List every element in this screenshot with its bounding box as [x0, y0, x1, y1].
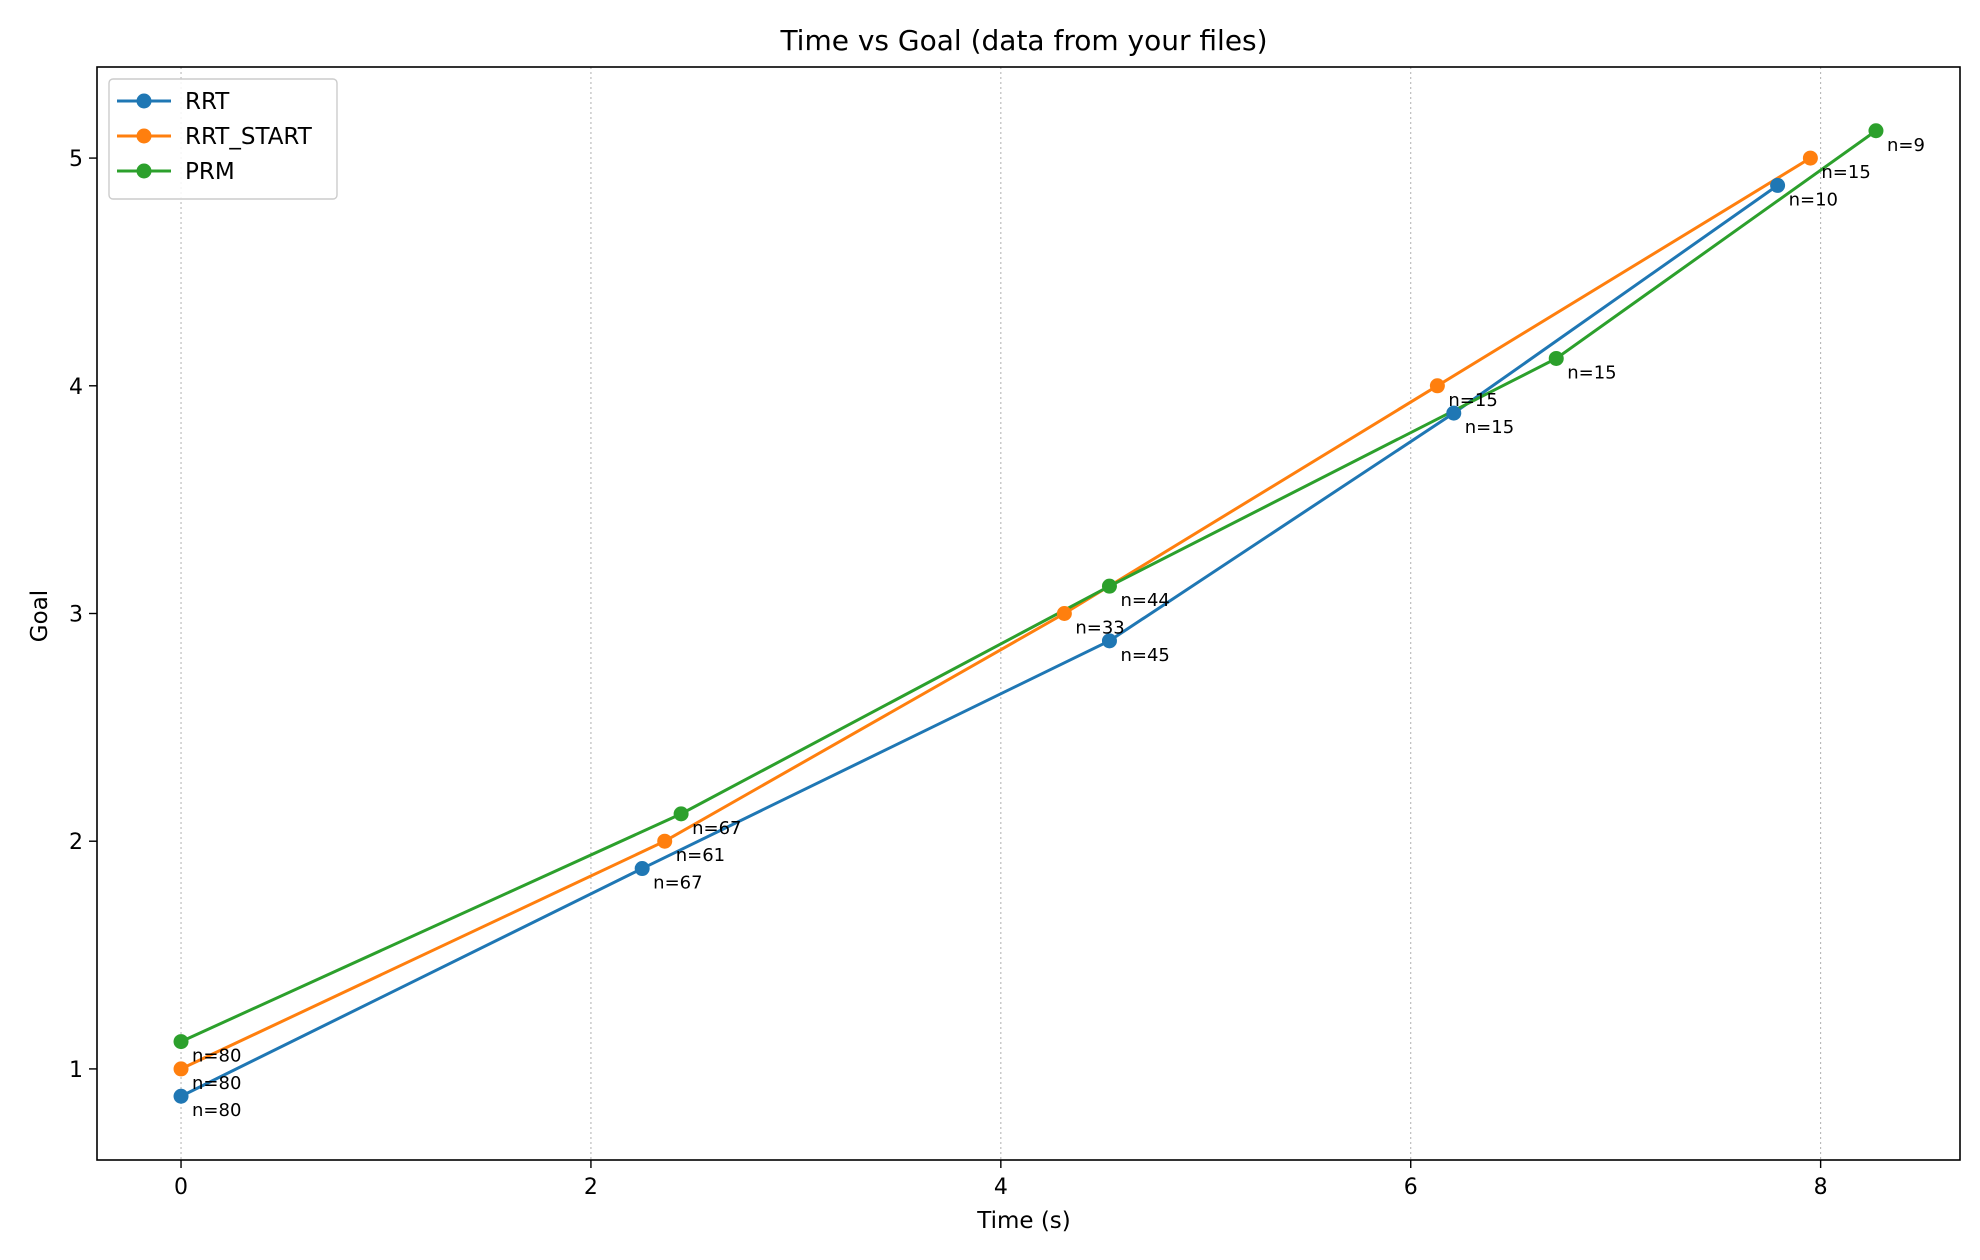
point-label-rrt-start: n=33 — [1075, 618, 1124, 639]
legend-box — [108, 78, 338, 200]
point-rrt — [1446, 405, 1462, 421]
legend-marker-rrt — [136, 93, 152, 109]
chart-title: Time vs Goal (data from your files) — [779, 24, 1267, 57]
point-label-prm: n=67 — [692, 818, 741, 839]
legend-marker-rrt-start — [136, 128, 152, 144]
legend: RRT RRT_START PRM — [108, 78, 338, 200]
point-rrt-start — [173, 1061, 189, 1077]
point-rrt — [173, 1088, 189, 1104]
point-rrt — [1101, 633, 1117, 649]
x-tick-label: 8 — [1814, 1175, 1828, 1200]
y-tick-label: 4 — [69, 375, 83, 400]
point-label-prm: n=44 — [1120, 590, 1169, 611]
point-label-rrt: n=45 — [1120, 645, 1169, 666]
y-tick-label: 5 — [69, 147, 83, 172]
axis-ticks: 0 2 4 6 8 1 2 3 4 5 — [69, 147, 1828, 1200]
y-axis-label: Goal — [27, 590, 53, 642]
point-rrt-start — [1802, 150, 1818, 166]
point-label-rrt-start: n=61 — [676, 845, 725, 866]
point-label-prm: n=15 — [1567, 362, 1616, 383]
point-prm — [1548, 350, 1564, 366]
point-label-rrt-start: n=80 — [192, 1073, 241, 1094]
legend-label-prm: PRM — [185, 159, 235, 185]
point-rrt-start — [1056, 606, 1072, 621]
point-label-rrt-start: n=15 — [1448, 390, 1497, 411]
point-label-rrt: n=67 — [653, 873, 702, 894]
x-tick-label: 4 — [994, 1175, 1008, 1200]
point-prm — [673, 806, 689, 822]
x-tick-label: 2 — [584, 1175, 598, 1200]
legend-label-rrt: RRT — [185, 89, 230, 115]
point-prm — [173, 1034, 189, 1050]
point-label-prm: n=80 — [192, 1046, 241, 1067]
point-label-rrt-start: n=15 — [1821, 162, 1870, 183]
point-rrt — [1770, 177, 1786, 193]
grid-lines — [180, 67, 1822, 1160]
x-tick-label: 6 — [1404, 1175, 1418, 1200]
series-markers — [173, 123, 1884, 1104]
point-prm — [1101, 578, 1117, 594]
point-rrt-start — [1429, 378, 1445, 394]
y-tick-label: 3 — [69, 603, 83, 628]
point-label-prm: n=9 — [1887, 135, 1925, 156]
point-annotations: n=80 n=67 n=45 n=15 n=10 n=80 n=61 n=33 n=15 n=15… — [192, 135, 1925, 1121]
point-rrt — [634, 861, 650, 877]
point-label-rrt: n=80 — [192, 1100, 241, 1121]
legend-marker-prm — [136, 163, 152, 179]
x-tick-label: 0 — [174, 1175, 188, 1200]
legend-label-rrt-start: RRT_START — [185, 124, 313, 150]
point-label-rrt: n=10 — [1789, 189, 1838, 210]
point-rrt-start — [657, 833, 673, 849]
point-label-rrt: n=15 — [1465, 417, 1514, 438]
point-prm — [1868, 123, 1884, 139]
y-tick-label: 1 — [69, 1058, 83, 1083]
x-axis-label: Time (s) — [976, 1208, 1071, 1234]
y-tick-label: 2 — [69, 830, 83, 855]
